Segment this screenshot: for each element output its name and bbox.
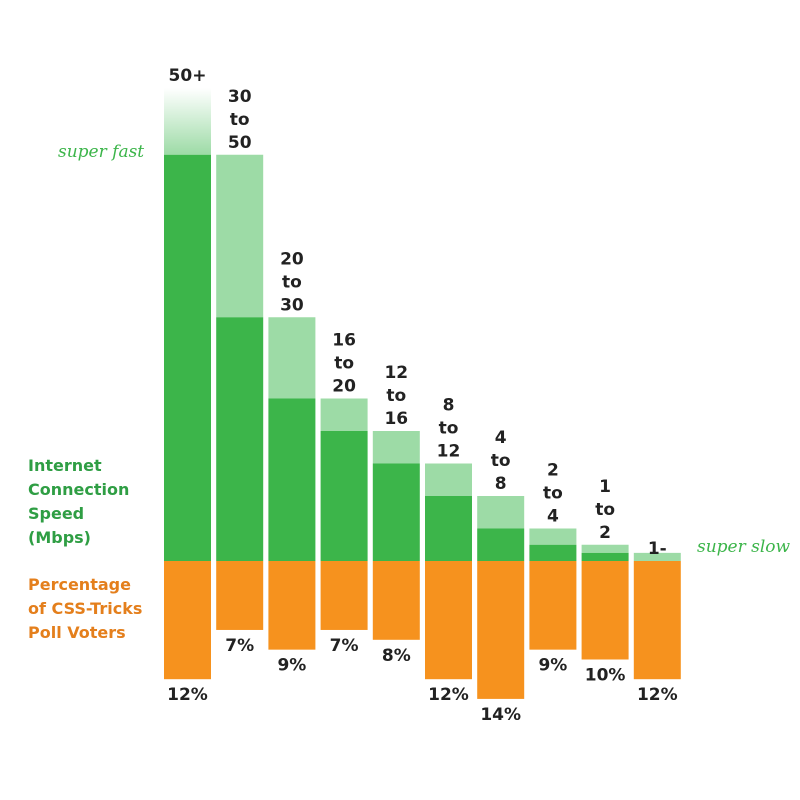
- voter-percent-bar: [477, 561, 525, 699]
- speed-axis-label-line: Speed: [28, 504, 85, 523]
- speed-range-bar: [216, 154, 264, 318]
- category-label: 2: [599, 523, 611, 543]
- category-label: to: [491, 451, 511, 471]
- category-label: 20: [280, 249, 304, 269]
- speed-range-bar: [268, 317, 316, 399]
- voter-percent-bar: [425, 561, 472, 680]
- category-label: to: [334, 354, 354, 374]
- category-label: 12: [437, 442, 461, 462]
- bars-group: [164, 88, 681, 699]
- category-label: 50: [228, 133, 252, 153]
- percent-label: 12%: [167, 685, 208, 705]
- voters-axis-label: Percentage of CSS-Tricks Poll Voters: [28, 573, 142, 645]
- category-label: 8: [443, 396, 455, 416]
- percent-label: 12%: [428, 685, 469, 705]
- voter-percent-bar: [581, 561, 629, 660]
- speed-min-bar: [320, 431, 368, 561]
- category-label: to: [439, 419, 459, 439]
- speed-min-bar: [581, 552, 629, 561]
- speed-axis-label-line: Internet: [28, 456, 102, 475]
- speed-min-bar: [477, 528, 525, 561]
- percent-label: 8%: [382, 646, 411, 666]
- category-label: 4: [547, 507, 559, 527]
- category-label: 16: [332, 331, 356, 351]
- category-label: 12: [384, 363, 408, 383]
- speed-min-bar: [425, 496, 472, 561]
- voter-percent-bar: [164, 561, 211, 680]
- speed-range-bar: [372, 431, 420, 464]
- voter-percent-bar: [372, 561, 420, 640]
- speed-axis-label-line: (Mbps): [28, 528, 91, 547]
- percent-label: 10%: [585, 666, 626, 686]
- percent-label: 9%: [277, 656, 306, 676]
- super-fast-annotation: super fast: [58, 142, 145, 162]
- voters-axis-label-line: Percentage: [28, 575, 131, 594]
- category-label: to: [386, 386, 406, 406]
- voter-percent-bar: [633, 561, 681, 680]
- category-label: 50+: [169, 66, 207, 86]
- category-label: 30: [228, 87, 252, 107]
- voter-percent-bar: [216, 561, 264, 630]
- voter-percent-bar: [268, 561, 316, 650]
- speed-min-bar: [216, 317, 264, 561]
- voter-percent-bar: [529, 561, 577, 650]
- speed-range-bar: [581, 544, 629, 553]
- speed-min-bar: [164, 154, 211, 561]
- voter-percent-bar: [320, 561, 368, 630]
- voters-axis-label-line: of CSS-Tricks: [28, 599, 143, 618]
- speed-min-bar: [372, 463, 420, 561]
- percent-label: 7%: [330, 636, 359, 656]
- speed-min-bar: [529, 544, 577, 561]
- category-label: 16: [384, 409, 408, 429]
- speed-range-bar: [529, 528, 577, 545]
- speed-range-bar: [633, 552, 681, 561]
- category-label: to: [595, 500, 615, 520]
- percent-label: 7%: [225, 636, 254, 656]
- speed-range-bar: [477, 496, 525, 529]
- percent-label: 9%: [538, 656, 567, 676]
- super-slow-annotation: super slow: [697, 537, 791, 557]
- speed-range-bar: [164, 88, 211, 155]
- category-label: to: [230, 110, 250, 130]
- labels-group: 12%50+7%30to509%20to307%16to208%12to1612…: [167, 66, 678, 725]
- speed-range-bar: [425, 463, 472, 496]
- category-label: 20: [332, 377, 356, 397]
- percent-label: 12%: [637, 685, 678, 705]
- category-label: 1: [599, 477, 611, 497]
- category-label: to: [543, 484, 563, 504]
- category-label: 8: [495, 474, 507, 494]
- voters-axis-label-line: Poll Voters: [28, 623, 126, 642]
- speed-axis-label-line: Connection: [28, 480, 130, 499]
- category-label: 1-: [648, 539, 667, 559]
- percent-label: 14%: [480, 705, 521, 725]
- category-label: 30: [280, 295, 304, 315]
- category-label: to: [282, 272, 302, 292]
- speed-range-bar: [320, 398, 368, 431]
- speed-axis-label: Internet Connection Speed (Mbps): [28, 454, 129, 550]
- speed-min-bar: [268, 398, 316, 561]
- category-label: 4: [495, 428, 507, 448]
- category-label: 2: [547, 461, 559, 481]
